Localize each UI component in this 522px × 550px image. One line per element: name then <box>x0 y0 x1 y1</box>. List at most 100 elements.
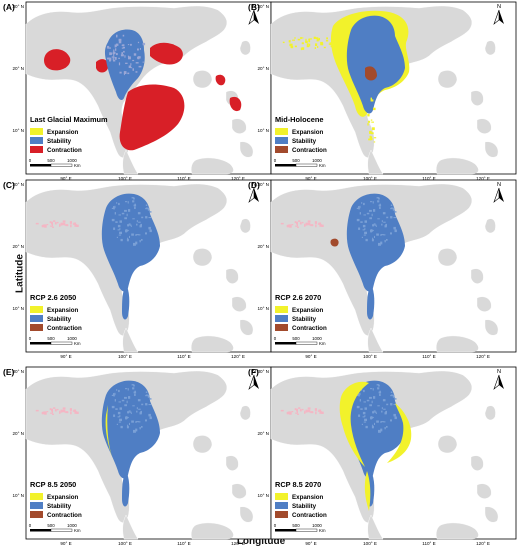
stability-speckle <box>375 225 377 227</box>
stability-speckle <box>135 62 139 64</box>
stability-speckle <box>372 229 374 232</box>
lon-tick-label: 100° E <box>118 541 132 546</box>
expansion-speckle <box>318 37 320 41</box>
expansion-speckle <box>325 39 329 42</box>
contraction-speckle <box>310 224 314 227</box>
contraction-speckle <box>59 224 61 227</box>
stability-speckle <box>382 212 386 215</box>
expansion-speckle <box>326 37 328 40</box>
legend: Expansion Stability Contraction <box>30 128 82 154</box>
stability-speckle <box>386 403 389 406</box>
stability-speckle <box>112 57 114 61</box>
lon-tick-label: 100° E <box>118 176 132 181</box>
expansion-zone <box>105 405 114 463</box>
scale-bar-segment <box>30 529 51 532</box>
stability-speckle <box>128 209 131 212</box>
stability-speckle <box>127 411 130 414</box>
lat-tick-label: 30° N <box>12 4 24 9</box>
contraction-speckle <box>74 411 77 414</box>
contraction-zone <box>229 96 242 112</box>
stability-speckle <box>362 229 365 231</box>
stability-speckle <box>117 224 121 228</box>
land-mass <box>470 268 484 284</box>
lon-tick-label: 100° E <box>363 354 377 359</box>
stability-speckle <box>393 226 396 230</box>
legend-expansion-label: Expansion <box>47 494 79 501</box>
land-mass <box>191 522 234 540</box>
stability-speckle <box>359 212 361 215</box>
contraction-speckle <box>59 411 61 414</box>
stability-speckle <box>115 43 119 46</box>
land-mass <box>239 319 254 336</box>
contraction-speckle <box>73 222 77 225</box>
contraction-speckle <box>49 408 52 411</box>
legend-expansion-swatch <box>30 493 43 500</box>
north-arrow-half <box>499 188 504 202</box>
contraction-speckle <box>318 222 322 225</box>
land-mass <box>476 296 492 312</box>
north-arrow-half <box>499 10 504 24</box>
stability-speckle <box>138 65 142 68</box>
stability-speckle <box>130 412 132 414</box>
land-mass <box>470 90 484 106</box>
land-mass <box>225 268 239 284</box>
stability-speckle <box>363 421 367 423</box>
stability-speckle <box>374 224 377 226</box>
stability-speckle <box>356 394 360 396</box>
legend-contraction-label: Contraction <box>292 147 327 154</box>
expansion-speckle <box>370 119 373 121</box>
contraction-speckle <box>35 222 39 225</box>
legend-contraction-swatch <box>30 324 43 331</box>
stability-speckle <box>390 403 393 406</box>
distribution-group <box>35 193 160 320</box>
contraction-speckle <box>52 223 53 227</box>
legend-stability-swatch <box>275 315 288 322</box>
contraction-speckle <box>309 411 311 413</box>
legend-expansion-swatch <box>275 306 288 313</box>
stability-speckle <box>119 220 122 223</box>
map-panel-b: (B) 30° N 20° N 10° N 90° E 100° E 110° E 120° … <box>248 1 517 181</box>
stability-speckle <box>124 396 127 399</box>
stability-zone <box>122 471 130 507</box>
legend: Expansion Stability Contraction <box>30 306 82 332</box>
contraction-speckle <box>294 408 297 411</box>
stability-speckle <box>114 392 116 396</box>
contraction-speckle <box>280 222 284 225</box>
stability-speckle <box>127 237 129 240</box>
stability-speckle <box>127 416 129 419</box>
expansion-speckle <box>300 37 304 39</box>
land-mass <box>192 435 213 454</box>
stability-speckle <box>137 56 140 60</box>
contraction-speckle <box>289 411 292 413</box>
north-label: N <box>497 182 501 188</box>
stability-speckle <box>384 427 386 430</box>
north-arrow-icon: N <box>493 369 504 390</box>
contraction-speckle <box>296 408 298 412</box>
stability-speckle <box>131 233 134 236</box>
stability-speckle <box>124 404 127 407</box>
stability-speckle <box>381 410 383 413</box>
stability-speckle <box>126 213 128 217</box>
contraction-speckle <box>50 412 53 414</box>
stability-speckle <box>362 411 366 415</box>
contraction-speckle <box>286 225 290 228</box>
stability-speckle <box>132 387 135 390</box>
stability-speckle <box>145 204 148 206</box>
stability-speckle <box>136 407 138 410</box>
stability-speckle <box>120 238 123 242</box>
contraction-zone <box>365 66 377 81</box>
land-mass <box>239 506 254 523</box>
contraction-speckle <box>63 409 66 411</box>
lon-tick-label: 110° E <box>177 541 191 546</box>
scale-bar-segment <box>50 163 73 167</box>
stability-speckle <box>376 233 379 236</box>
expansion-speckle <box>329 42 332 46</box>
contraction-speckle <box>64 224 66 226</box>
expansion-speckle <box>290 45 294 49</box>
stability-speckle <box>113 395 115 397</box>
expansion-speckle <box>306 45 310 48</box>
scenario-label: RCP 2.6 2050 <box>30 293 76 302</box>
stability-speckle <box>127 55 130 57</box>
scale-bar-unit: Km <box>74 528 81 533</box>
